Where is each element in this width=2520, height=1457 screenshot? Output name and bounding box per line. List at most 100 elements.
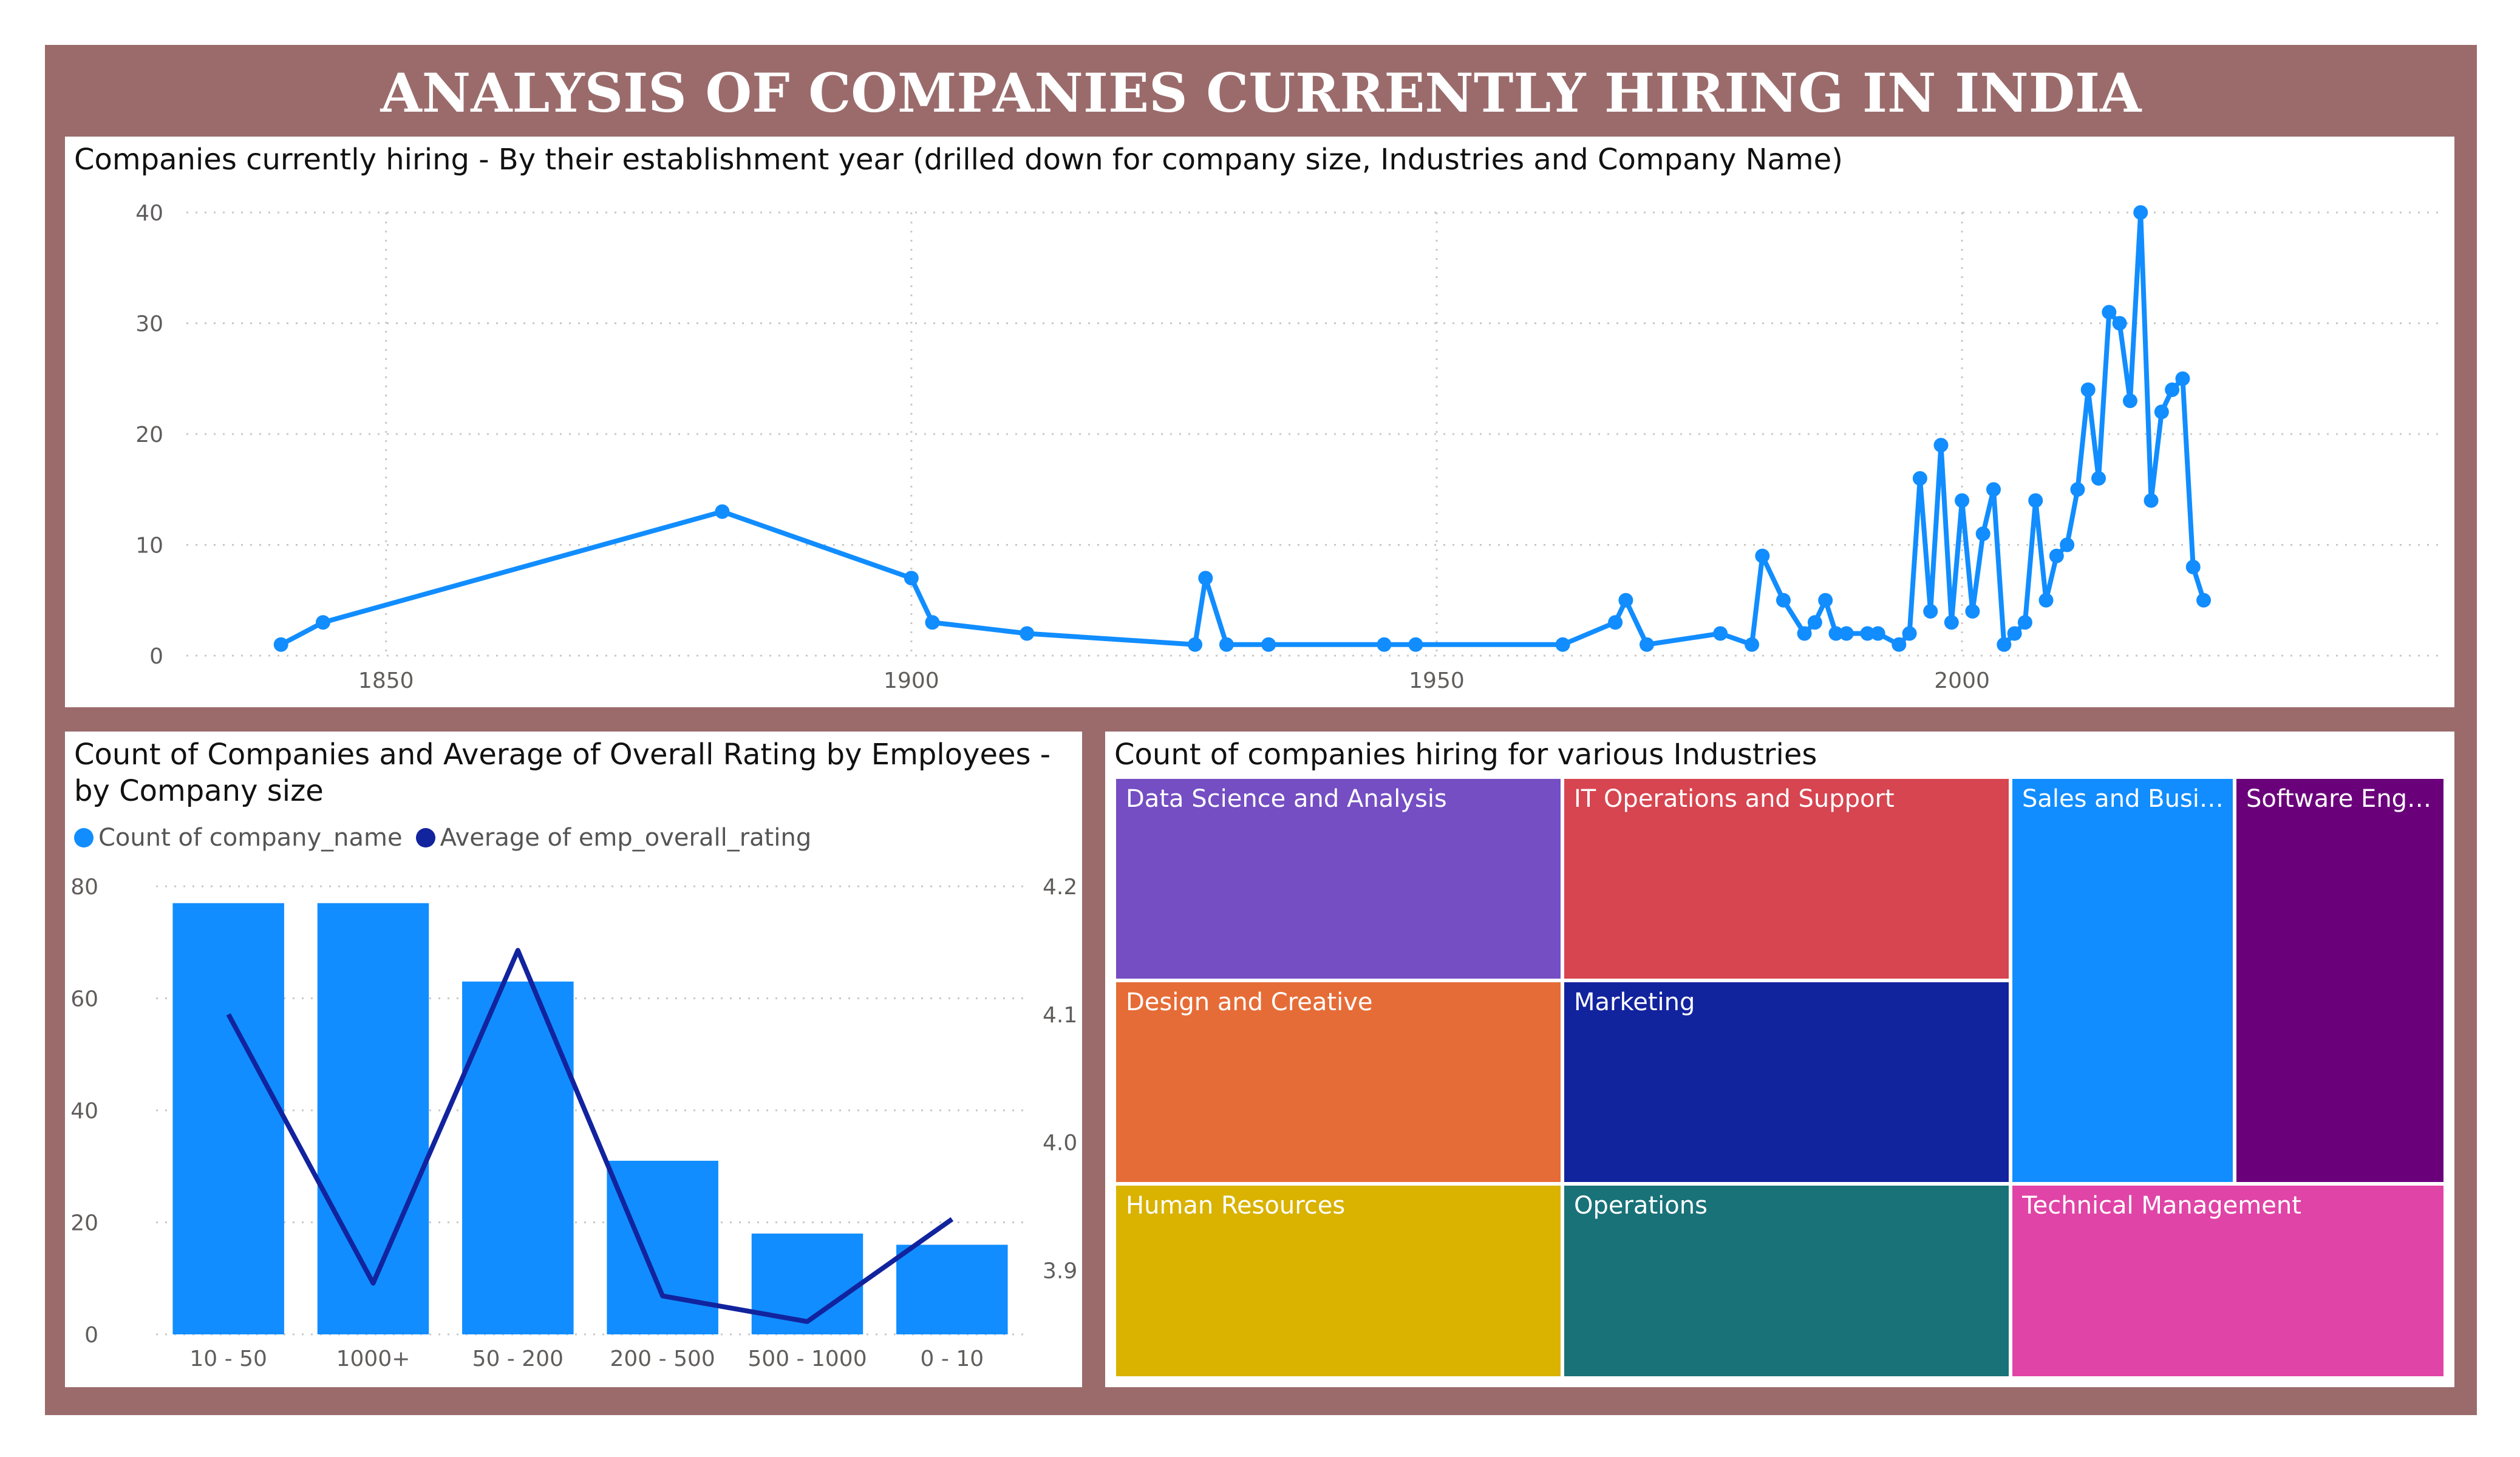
treemap-tile-label: Software Engine... [2246, 785, 2437, 813]
data-point [1965, 604, 1980, 619]
treemap-tile[interactable]: Design and Creative [1114, 980, 1562, 1184]
legend-item-count[interactable]: Count of company_name [74, 824, 403, 852]
combo-chart-plot: 0 20 40 60 80 3.9 4.0 4.1 4.2 10 - 50 1000+ 50 - 20… [70, 875, 1077, 1371]
rating-line [226, 948, 954, 1324]
data-point [1608, 615, 1623, 630]
treemap-tile[interactable]: IT Operations and Support [1562, 777, 2011, 980]
data-point [1219, 637, 1234, 652]
treemap-tile[interactable]: Human Resources [1114, 1184, 1562, 1378]
legend-item-rating[interactable]: Average of emp_overall_rating [415, 824, 812, 852]
x-tick-label: 10 - 50 [189, 1347, 267, 1371]
legend-marker-rating [415, 828, 435, 847]
data-point [1555, 637, 1570, 652]
dashboard-title: ANALYSIS OF COMPANIES CURRENTLY HIRING I… [380, 61, 2142, 124]
y-tick-label: 0 [149, 644, 163, 669]
data-point [2154, 404, 2169, 419]
y-tick-label: 20 [135, 423, 163, 447]
treemap-title: Count of companies hiring for various In… [1114, 738, 1817, 772]
y2-tick-label: 3.9 [1043, 1259, 1077, 1284]
data-point [1261, 637, 1276, 652]
combo-chart-title: Count of Companies and Average of Overal… [74, 738, 1051, 808]
data-point [273, 637, 288, 652]
y-tick-label: 40 [135, 201, 163, 226]
data-point [1860, 626, 1875, 641]
data-point [1870, 626, 1885, 641]
data-point [1902, 626, 1917, 641]
data-point [1923, 604, 1938, 619]
x-tick-label: 0 - 10 [921, 1347, 984, 1371]
treemap-tile-label: Human Resources [1126, 1192, 1346, 1220]
x-tick-label: 50 - 200 [472, 1347, 564, 1371]
treemap-tile[interactable]: Sales and Busin... [2011, 777, 2235, 1184]
data-point [1713, 626, 1728, 641]
treemap-tile-label: Operations [1574, 1192, 1708, 1220]
data-point [1944, 615, 1959, 630]
treemap-tile[interactable]: Technical Management [2011, 1184, 2445, 1378]
industries-treemap[interactable]: Count of companies hiring for various In… [1105, 732, 2454, 1387]
data-point [2007, 626, 2022, 641]
treemap-tile[interactable]: Data Science and Analysis [1114, 777, 1562, 980]
x-tick-label: 1000+ [336, 1347, 410, 1371]
y2-tick-label: 4.1 [1043, 1003, 1077, 1028]
data-point [1618, 593, 1633, 608]
combo-legend: Count of company_name Average of emp_ove… [74, 820, 825, 856]
y-tick-label: 10 [135, 534, 163, 559]
data-point [1807, 615, 1822, 630]
data-point [1020, 626, 1035, 641]
data-point [1933, 438, 1949, 453]
data-point [2165, 382, 2180, 397]
y-tick-label: 20 [70, 1211, 98, 1236]
data-point [2133, 205, 2148, 220]
y2-tick-label: 4.0 [1043, 1131, 1077, 1156]
data-point [1755, 548, 1770, 563]
treemap-tile-label: IT Operations and Support [1574, 785, 1895, 813]
data-point [1377, 637, 1392, 652]
treemap-tile[interactable]: Operations [1562, 1184, 2011, 1378]
data-point [2122, 393, 2137, 409]
legend-label-count: Count of company_name [98, 824, 403, 852]
legend-label-rating: Average of emp_overall_rating [440, 824, 812, 852]
data-point [1839, 626, 1854, 641]
treemap-tile-label: Data Science and Analysis [1126, 785, 1447, 813]
establishment-year-line-chart[interactable]: Companies currently hiring - By their es… [65, 137, 2454, 707]
treemap-tile[interactable]: Software Engine... [2235, 777, 2445, 1184]
data-point [715, 504, 730, 519]
data-point [1188, 637, 1203, 652]
data-point [1797, 626, 1812, 641]
data-point [904, 571, 919, 586]
data-point [1986, 482, 2001, 497]
line-chart-title: Companies currently hiring - By their es… [74, 143, 1843, 177]
company-size-combo-chart[interactable]: Count of Companies and Average of Overal… [65, 732, 1082, 1387]
data-point [2070, 482, 2085, 497]
data-point [2049, 548, 2064, 563]
data-point [2080, 382, 2096, 397]
treemap-tile[interactable]: Marketing [1562, 980, 2011, 1184]
data-point [2038, 593, 2054, 608]
data-point [2112, 316, 2127, 331]
bar [751, 1233, 863, 1334]
data-point [2185, 560, 2201, 574]
data-point [1198, 571, 1213, 586]
legend-marker-count [74, 828, 94, 847]
data-point [1745, 637, 1760, 652]
bar [172, 903, 284, 1334]
bar [896, 1245, 1008, 1334]
data-point [1892, 637, 1907, 652]
x-tick-label: 500 - 1000 [747, 1347, 867, 1371]
data-point [1818, 593, 1833, 608]
y-tick-label: 80 [70, 875, 98, 900]
y-tick-label: 40 [70, 1099, 98, 1124]
data-point [315, 615, 330, 630]
treemap-tile-label: Sales and Busin... [2022, 785, 2227, 813]
bar [317, 903, 429, 1334]
x-tick-label: 2000 [1934, 668, 1990, 693]
data-point [1997, 637, 2012, 652]
y-tick-label: 60 [70, 987, 98, 1012]
data-point [2196, 593, 2212, 608]
treemap-tile-label: Technical Management [2022, 1192, 2301, 1220]
data-point [2175, 371, 2190, 386]
data-point [1408, 637, 1423, 652]
data-point [1975, 526, 1990, 542]
series-line [279, 210, 2206, 647]
x-tick-label: 1900 [884, 668, 939, 693]
